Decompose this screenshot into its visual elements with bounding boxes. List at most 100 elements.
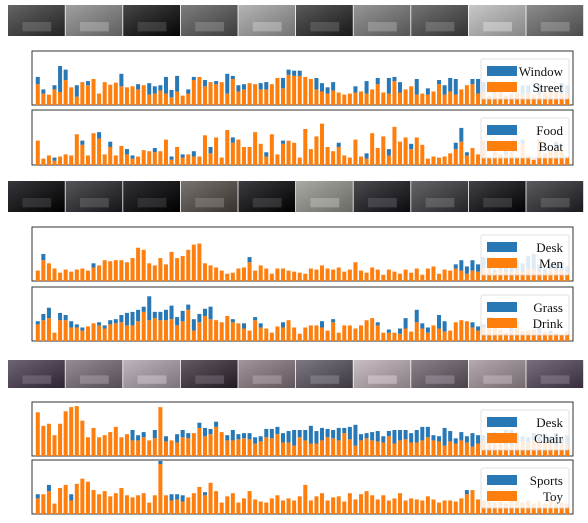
bar-men: [175, 258, 180, 281]
bar-street: [464, 85, 469, 105]
bar-drink: [63, 320, 68, 341]
bar-desk: [453, 438, 458, 444]
bar-drink: [124, 325, 129, 341]
bar-toy: [565, 503, 570, 514]
bar-men: [113, 260, 118, 281]
bar-chair: [180, 437, 185, 456]
bar-street: [286, 74, 291, 105]
bar-men: [152, 265, 157, 281]
bar-window: [470, 79, 475, 85]
bar-grass: [241, 323, 246, 329]
bar-boat: [225, 130, 230, 165]
bar-grass: [58, 312, 63, 321]
bar-window: [236, 85, 241, 92]
bar-street: [208, 82, 213, 105]
bar-drink: [548, 333, 553, 341]
bar-chair: [152, 438, 157, 456]
bar-window: [414, 79, 419, 95]
bar-street: [314, 89, 319, 105]
bar-drink: [169, 319, 174, 341]
bar-boat: [414, 137, 419, 165]
frame-detail: [368, 375, 397, 384]
bar-window: [297, 70, 302, 76]
bar-toy: [292, 500, 297, 514]
bar-street: [130, 86, 135, 105]
bar-drink: [74, 327, 79, 341]
bar-boat: [197, 156, 202, 165]
bar-street: [331, 90, 336, 105]
frame-detail: [22, 22, 52, 32]
bar-drink: [375, 325, 380, 341]
bar-drink: [58, 320, 63, 341]
bar-grass: [69, 321, 74, 328]
bar-street: [169, 97, 174, 105]
bar-street: [353, 92, 358, 105]
bar-drink: [554, 332, 559, 341]
bar-toy: [191, 493, 196, 514]
bar-drink: [347, 325, 352, 341]
bar-street: [63, 80, 68, 105]
bar-drink: [286, 320, 291, 341]
video-frame: [238, 5, 296, 36]
bar-toy: [364, 491, 369, 514]
bar-boat: [303, 128, 308, 165]
bar-chair: [303, 440, 308, 456]
bar-grass: [163, 309, 168, 321]
bar-boat: [286, 140, 291, 165]
bar-men: [180, 256, 185, 281]
bar-boat: [453, 149, 458, 165]
bar-chair: [459, 440, 464, 456]
bar-grass: [253, 317, 258, 321]
bar-drink: [420, 328, 425, 341]
bar-street: [124, 87, 129, 105]
bar-boat: [459, 141, 464, 165]
bar-drink: [476, 330, 481, 341]
bar-toy: [353, 499, 358, 514]
bar-drink: [102, 328, 107, 341]
bar-boat: [275, 154, 280, 165]
bar-desk: [353, 424, 358, 446]
frame-detail: [540, 375, 570, 384]
bar-toy: [202, 495, 207, 514]
bar-boat: [163, 139, 168, 165]
bar-desk: [136, 435, 141, 441]
bar-desk: [175, 434, 180, 443]
legend-swatch: [487, 258, 517, 268]
bar-men: [80, 268, 85, 281]
frame-detail: [483, 198, 512, 208]
bar-men: [219, 270, 224, 281]
bar-window: [286, 69, 291, 75]
bar-street: [108, 84, 113, 105]
bar-drink: [236, 323, 241, 341]
bar-grass: [230, 319, 235, 323]
bar-desk: [476, 435, 481, 444]
bar-street: [258, 89, 263, 105]
bar-chair: [431, 440, 436, 456]
bar-men: [398, 273, 403, 281]
bar-toy: [186, 497, 191, 514]
bar-drink: [292, 327, 297, 341]
bar-street: [275, 77, 280, 105]
frame-detail: [310, 375, 340, 384]
bar-boat: [158, 151, 163, 165]
bar-desk: [214, 421, 219, 427]
bar-street: [202, 86, 207, 105]
bar-street: [459, 89, 464, 105]
bar-boat: [431, 156, 436, 165]
bar-boat: [353, 139, 358, 165]
bar-chair: [119, 437, 124, 456]
bar-drink: [158, 320, 163, 341]
bar-drink: [520, 331, 525, 341]
bar-food: [108, 141, 113, 147]
bar-window: [147, 83, 152, 95]
bar-drink: [320, 327, 325, 341]
bar-men: [286, 270, 291, 281]
frame-detail: [137, 22, 167, 32]
legend-swatch: [487, 318, 517, 328]
bar-boat: [236, 139, 241, 165]
bar-toy: [119, 488, 124, 514]
